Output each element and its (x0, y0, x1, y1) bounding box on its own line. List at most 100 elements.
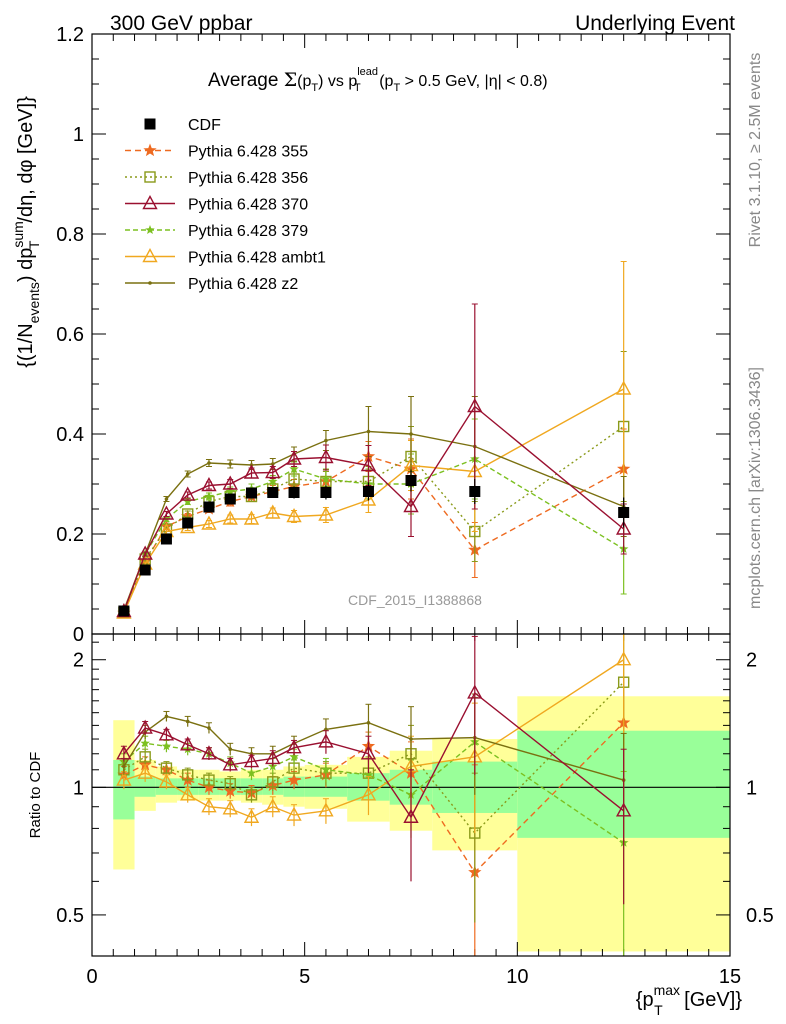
point-pythia-6-428-370 (360, 457, 377, 472)
y-tick-label: 0.8 (56, 224, 84, 246)
point-pythia-6-428-370 (318, 449, 334, 464)
point-cdf (118, 605, 130, 617)
ratio-point-pythia-6-428-ambt1 (116, 771, 132, 786)
y-tick-label: 1 (73, 124, 84, 146)
title-sub-t1: T (311, 82, 318, 94)
point-pythia-6-428-370 (403, 498, 419, 513)
ratio-point-pythia-6-428-370 (265, 749, 281, 765)
ratio-point-pythia-6-428-370 (360, 745, 377, 760)
ratio-line-pythia-6-428-356 (123, 681, 625, 835)
ratio-tick-label-left: 0.5 (56, 905, 84, 927)
ratio-point-pythia-6-428-379 (140, 738, 150, 748)
legend-entry-pythia-6-428-370: Pythia 6.428 370 (125, 195, 308, 214)
ratio-bands (113, 696, 730, 952)
legend-label-pythia-6-428-355: Pythia 6.428 355 (188, 144, 308, 161)
point-pythia-6-428-379 (182, 496, 193, 506)
point-pythia-6-428-z2 (366, 429, 371, 434)
point-pythia-6-428-370 (286, 450, 302, 465)
xlabel-sup: max (654, 982, 680, 998)
point-cdf (618, 507, 630, 518)
ratio-point-pythia-6-428-370 (158, 726, 175, 741)
legend-entry-pythia-6-428-ambt1: Pythia 6.428 ambt1 (125, 248, 326, 267)
ratio-point-pythia-6-428-356 (181, 769, 194, 781)
ratio-point-pythia-6-428-ambt1 (286, 806, 302, 821)
ratio-point-pythia-6-428-ambt1 (318, 802, 334, 817)
series-pythia-6-428-355 (117, 428, 631, 619)
point-pythia-6-428-z2 (324, 438, 328, 443)
ratio-point-pythia-6-428-z2 (207, 726, 211, 730)
ratio-point-pythia-6-428-370 (615, 802, 632, 817)
line-pythia-6-428-370 (123, 405, 625, 612)
point-pythia-6-428-ambt1 (201, 515, 217, 530)
plot-title: Average Σ(pT) vs plead T (pT > 0.5 GeV, |… (208, 66, 548, 94)
ratio-y-label: Ratio to CDF (27, 752, 44, 839)
title-sub-t2: T (354, 82, 361, 94)
title-a: Average (208, 70, 284, 91)
point-pythia-6-428-370 (265, 464, 281, 479)
ratio-point-pythia-6-428-ambt1 (265, 798, 281, 813)
point-pythia-6-428-370 (158, 505, 175, 520)
point-pythia-6-428-379 (204, 491, 214, 501)
legend-label-cdf: CDF (188, 117, 221, 134)
ratio-point-pythia-6-428-356 (224, 777, 236, 790)
x-axis-label: {pmax T [GeV]} (636, 982, 743, 1018)
ratio-point-pythia-6-428-379 (321, 764, 331, 774)
point-cdf (224, 493, 236, 505)
legend-label-pythia-6-428-370: Pythia 6.428 370 (188, 197, 308, 214)
legend-entry-pythia-6-428-356: Pythia 6.428 356 (125, 170, 308, 187)
x-tick-label: 10 (506, 966, 528, 988)
ylabel-c: /dη, dφ [GeV]} (15, 96, 37, 223)
ratio-point-pythia-6-428-370 (403, 808, 419, 823)
line-pythia-6-428-379 (123, 458, 625, 613)
ratio-point-pythia-6-428-z2 (228, 747, 233, 752)
ratio-tick-label-right: 0.5 (746, 905, 774, 927)
title-b: (p (297, 73, 311, 90)
point-cdf (182, 517, 194, 529)
legend-entry-pythia-6-428-355: Pythia 6.428 355 (125, 143, 308, 161)
ratio-point-pythia-6-428-356 (267, 776, 279, 788)
point-pythia-6-428-z2 (228, 462, 233, 466)
ratio-point-pythia-6-428-379 (161, 741, 172, 751)
ratio-tick-label-right: 1 (746, 777, 757, 799)
legend-marker-pythia-6-428-370 (142, 195, 158, 210)
ratio-point-pythia-6-428-ambt1 (158, 773, 175, 788)
point-cdf (405, 475, 417, 486)
legend-label-pythia-6-428-356: Pythia 6.428 356 (188, 170, 308, 187)
ratio-point-pythia-6-428-ambt1 (222, 800, 238, 815)
legend-marker-pythia-6-428-355 (143, 143, 157, 157)
point-pythia-6-428-379 (289, 464, 299, 474)
point-pythia-6-428-z2 (270, 462, 275, 466)
legend-entry-pythia-6-428-z2: Pythia 6.428 z2 (125, 276, 298, 293)
watermark: CDF_2015_I1388868 (348, 592, 482, 608)
point-cdf (288, 487, 300, 498)
mcplots-label: mcplots.cern.ch [arXiv:1306.3436] (747, 367, 764, 609)
ratio-point-pythia-6-428-z2 (366, 720, 371, 725)
legend-label-pythia-6-428-379: Pythia 6.428 379 (188, 223, 308, 240)
point-pythia-6-428-370 (137, 545, 153, 560)
main-axes: 0 0.2 0.4 0.6 0.8 1 1.2 (56, 24, 731, 646)
title-sup-lead: lead (357, 66, 378, 78)
point-pythia-6-428-z2 (164, 497, 169, 501)
point-pythia-6-428-ambt1 (615, 380, 632, 395)
series-pythia-6-428-ambt1 (116, 261, 632, 619)
rivet-label: Rivet 3.1.10, ≥ 2.5M events (747, 53, 764, 248)
legend-marker-pythia-6-428-z2 (148, 281, 152, 285)
xlabel-sub: T (654, 1002, 663, 1018)
ratio-series (116, 633, 632, 956)
point-cdf (267, 487, 279, 498)
point-pythia-6-428-ambt1 (265, 504, 281, 519)
legend-marker-pythia-6-428-356 (144, 171, 156, 183)
legend-label-pythia-6-428-z2: Pythia 6.428 z2 (188, 276, 298, 293)
x-tick-label: 5 (299, 966, 310, 988)
main-plot: 0 0.2 0.4 0.6 0.8 1 1.2 (56, 24, 731, 646)
title-e: > 0.5 GeV, |η| < 0.8) (400, 73, 547, 90)
ratio-point-pythia-6-428-z2 (185, 719, 190, 724)
point-cdf (362, 486, 374, 497)
series-cdf (118, 469, 630, 617)
x-tick-label: 15 (719, 966, 741, 988)
y-axis-label: {(1/Nevents) dpsumT/dη, dφ [GeV]} (10, 96, 42, 368)
ratio-point-pythia-6-428-ambt1 (360, 786, 377, 801)
point-pythia-6-428-ambt1 (222, 510, 238, 525)
ratio-point-pythia-6-428-ambt1 (615, 651, 632, 666)
point-cdf (203, 501, 215, 513)
